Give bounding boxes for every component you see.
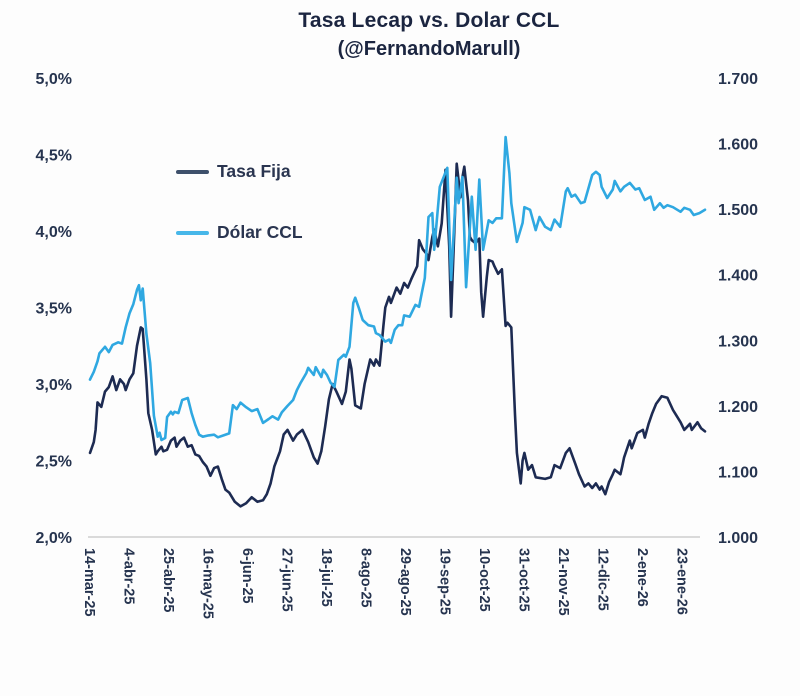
right-axis-tick-label: 1.100	[718, 464, 758, 481]
series-line-tasa-fija	[88, 162, 707, 508]
x-axis-tick-label: 14-mar-25	[81, 548, 97, 617]
legend-item-dolar-ccl: Dólar CCL	[176, 222, 303, 243]
x-axis-tick-label: 4-abr-25	[120, 548, 136, 604]
right-axis-tick-label: 1.400	[718, 268, 758, 285]
legend: Tasa Fija Dólar CCL	[176, 161, 303, 243]
right-axis-tick-label: 1.300	[718, 333, 758, 350]
x-axis-tick-label: 29-ago-25	[397, 548, 413, 616]
chart-subtitle: (@FernandoMarull)	[337, 38, 521, 60]
left-axis-tick-label: 4,0%	[36, 224, 72, 241]
x-axis-tick-label: 18-jul-25	[318, 548, 334, 607]
right-axis-tick-label: 1.700	[718, 71, 758, 88]
x-axis-tick-label: 21-nov-25	[555, 548, 571, 616]
x-axis-tick-label: 19-sep-25	[436, 548, 452, 615]
chart-header: Tasa Lecap vs. Dolar CCL (@FernandoMarul…	[70, 8, 788, 61]
x-axis-tick-label: 2-ene-26	[634, 548, 650, 607]
x-axis-tick-label: 6-jun-25	[239, 548, 255, 604]
x-axis-tick-label: 10-oct-25	[476, 548, 492, 612]
right-axis-tick-label: 1.200	[718, 399, 758, 416]
x-axis-tick-label: 27-jun-25	[278, 548, 294, 612]
tasa-fija-line-swatch	[176, 169, 209, 174]
x-axis-tick-label: 23-ene-26	[673, 548, 689, 615]
right-axis-tick-label: 1.600	[718, 137, 758, 154]
series-line-d-lar-ccl	[88, 135, 707, 442]
left-axis-tick-label: 3,0%	[36, 377, 72, 394]
legend-label-tasa-fija: Tasa Fija	[217, 161, 291, 181]
left-axis-tick-label: 3,5%	[36, 301, 72, 318]
x-axis-tick-label: 16-may-25	[199, 548, 215, 619]
left-axis-tick-label: 2,5%	[36, 454, 72, 471]
left-axis-tick-label: 4,5%	[36, 148, 72, 165]
right-axis-tick-label: 1.000	[718, 530, 758, 547]
x-axis-tick-label: 31-oct-25	[515, 548, 531, 612]
legend-item-tasa-fija: Tasa Fija	[176, 161, 303, 182]
chart-title: Tasa Lecap vs. Dolar CCL	[298, 9, 560, 32]
dolar-ccl-line-swatch	[176, 230, 209, 235]
x-axis-tick-label: 12-dic-25	[594, 548, 610, 611]
left-axis-tick-label: 5,0%	[36, 71, 72, 88]
legend-label-dolar-ccl: Dólar CCL	[217, 222, 303, 242]
x-axis-tick-label: 8-ago-25	[357, 548, 373, 608]
right-axis-tick-label: 1.500	[718, 202, 758, 219]
left-axis-tick-label: 2,0%	[36, 530, 72, 547]
x-axis-tick-label: 25-abr-25	[160, 548, 176, 612]
